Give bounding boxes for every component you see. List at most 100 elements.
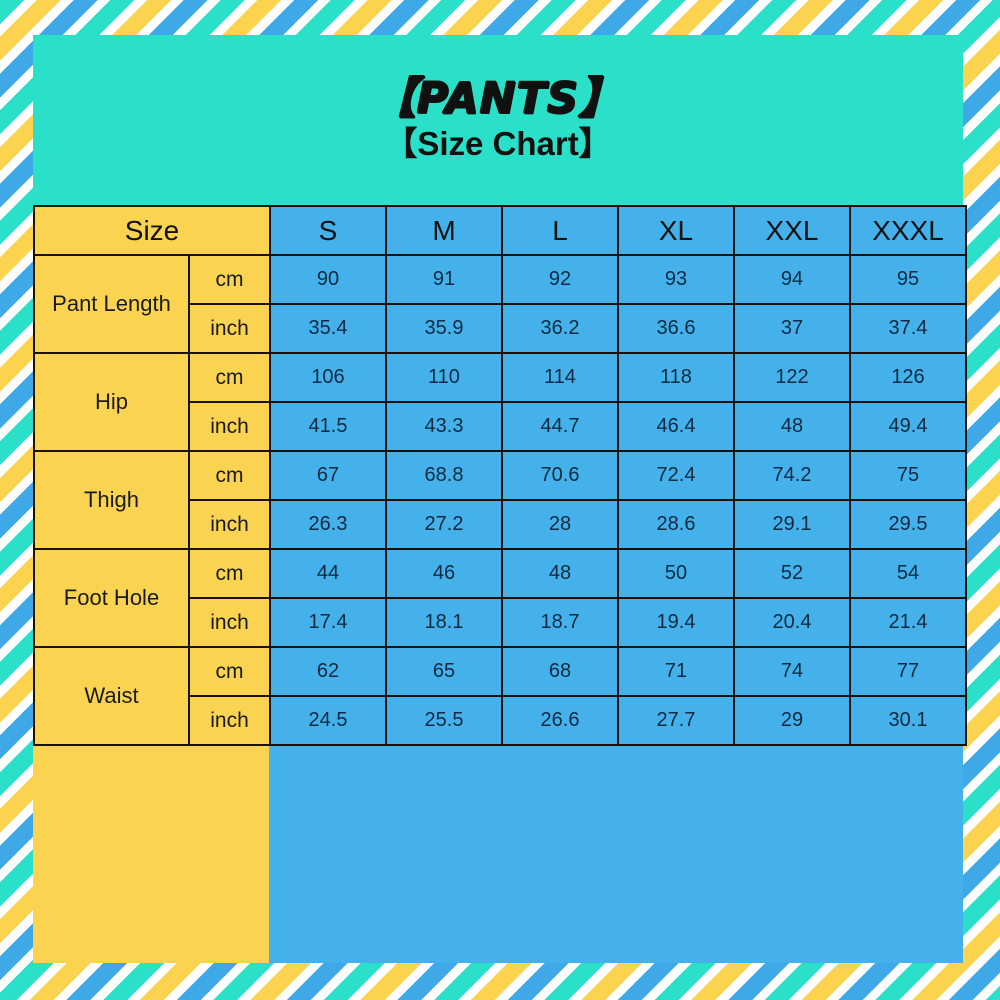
column-header-size: Size — [33, 205, 271, 256]
row-label-waist: Waist — [33, 646, 190, 746]
value-pant-length-inch-xxl: 37 — [733, 303, 851, 354]
footer-block-yellow — [33, 722, 269, 963]
unit-cell-hip-cm: cm — [188, 352, 271, 403]
poster-content: 【PANTS】 【Size Chart】 Size S M L XL XXL XXXL Pan… — [33, 35, 967, 963]
unit-cell-pant-length-cm: cm — [188, 254, 271, 305]
value-pant-length-inch-xl: 36.6 — [617, 303, 735, 354]
unit-cell-thigh-inch: inch — [188, 499, 271, 550]
value-pant-length-cm-l: 92 — [501, 254, 619, 305]
value-hip-cm-l: 114 — [501, 352, 619, 403]
row-label-pant-length: Pant Length — [33, 254, 190, 354]
row-label-foot-hole: Foot Hole — [33, 548, 190, 648]
value-waist-cm-xl: 71 — [617, 646, 735, 697]
value-foot-hole-inch-xl: 19.4 — [617, 597, 735, 648]
value-foot-hole-cm-xxxl: 54 — [849, 548, 967, 599]
unit-cell-foot-hole-cm: cm — [188, 548, 271, 599]
size-chart-body: Size S M L XL XXL XXXL Pant Length cm 90 91 92 93 94 9… — [33, 205, 967, 746]
size-chart-table: Size S M L XL XXL XXXL Pant Length cm 90 91 92 93 94 9… — [33, 205, 967, 746]
column-header-xl: XL — [617, 205, 735, 256]
column-header-xxl: XXL — [733, 205, 851, 256]
page-subtitle: 【Size Chart】 — [384, 124, 612, 162]
table-row: inch 26.3 27.2 28 28.6 29.1 29.5 — [34, 499, 967, 550]
table-row: Foot Hole cm 44 46 48 50 52 54 — [33, 548, 967, 648]
value-pant-length-inch-xxxl: 37.4 — [849, 303, 967, 354]
value-foot-hole-cm-xl: 50 — [617, 548, 735, 599]
value-thigh-inch-l: 28 — [501, 499, 619, 550]
value-pant-length-cm-s: 90 — [269, 254, 387, 305]
value-waist-cm-l: 68 — [501, 646, 619, 697]
table-row: inch 35.4 35.9 36.2 36.6 37 37.4 — [34, 303, 967, 354]
value-hip-inch-m: 43.3 — [385, 401, 503, 452]
table-row: inch 24.5 25.5 26.6 27.7 29 30.1 — [34, 695, 967, 746]
value-hip-inch-xl: 46.4 — [617, 401, 735, 452]
unit-cell-waist-inch: inch — [188, 695, 271, 746]
value-hip-inch-s: 41.5 — [269, 401, 387, 452]
value-hip-inch-xxxl: 49.4 — [849, 401, 967, 452]
value-hip-cm-xxl: 122 — [733, 352, 851, 403]
value-hip-cm-xxxl: 126 — [849, 352, 967, 403]
unit-cell-waist-cm: cm — [188, 646, 271, 697]
value-thigh-inch-s: 26.3 — [269, 499, 387, 550]
value-pant-length-inch-m: 35.9 — [385, 303, 503, 354]
value-pant-length-cm-m: 91 — [385, 254, 503, 305]
value-foot-hole-cm-s: 44 — [269, 548, 387, 599]
value-waist-cm-xxxl: 77 — [849, 646, 967, 697]
unit-cell-hip-inch: inch — [188, 401, 271, 452]
value-waist-cm-xxl: 74 — [733, 646, 851, 697]
value-waist-inch-xl: 27.7 — [617, 695, 735, 746]
value-waist-inch-xxl: 29 — [733, 695, 851, 746]
value-foot-hole-inch-xxxl: 21.4 — [849, 597, 967, 648]
footer-block-blue — [269, 722, 963, 963]
value-thigh-inch-xl: 28.6 — [617, 499, 735, 550]
value-waist-cm-m: 65 — [385, 646, 503, 697]
value-waist-inch-m: 25.5 — [385, 695, 503, 746]
value-thigh-cm-xl: 72.4 — [617, 450, 735, 501]
table-row: Thigh cm 67 68.8 70.6 72.4 74.2 75 — [33, 450, 967, 550]
value-foot-hole-inch-m: 18.1 — [385, 597, 503, 648]
value-hip-inch-xxl: 48 — [733, 401, 851, 452]
table-row: Pant Length cm 90 91 92 93 94 95 — [33, 254, 967, 354]
value-hip-cm-xl: 118 — [617, 352, 735, 403]
column-header-l: L — [501, 205, 619, 256]
value-thigh-cm-m: 68.8 — [385, 450, 503, 501]
unit-cell-thigh-cm: cm — [188, 450, 271, 501]
column-header-xxxl: XXXL — [849, 205, 967, 256]
row-label-thigh: Thigh — [33, 450, 190, 550]
table-row: inch 41.5 43.3 44.7 46.4 48 49.4 — [34, 401, 967, 452]
value-foot-hole-inch-l: 18.7 — [501, 597, 619, 648]
value-pant-length-inch-s: 35.4 — [269, 303, 387, 354]
column-header-m: M — [385, 205, 503, 256]
value-hip-cm-m: 110 — [385, 352, 503, 403]
value-waist-inch-xxxl: 30.1 — [849, 695, 967, 746]
value-foot-hole-inch-s: 17.4 — [269, 597, 387, 648]
value-pant-length-cm-xxxl: 95 — [849, 254, 967, 305]
value-thigh-cm-l: 70.6 — [501, 450, 619, 501]
value-waist-inch-s: 24.5 — [269, 695, 387, 746]
column-header-s: S — [269, 205, 387, 256]
value-thigh-inch-m: 27.2 — [385, 499, 503, 550]
value-thigh-cm-xxxl: 75 — [849, 450, 967, 501]
value-waist-inch-l: 26.6 — [501, 695, 619, 746]
value-foot-hole-cm-xxl: 52 — [733, 548, 851, 599]
value-pant-length-cm-xl: 93 — [617, 254, 735, 305]
table-header-row: Size S M L XL XXL XXXL — [33, 205, 967, 256]
row-label-hip: Hip — [33, 352, 190, 452]
value-hip-cm-s: 106 — [269, 352, 387, 403]
value-thigh-inch-xxxl: 29.5 — [849, 499, 967, 550]
value-foot-hole-inch-xxl: 20.4 — [733, 597, 851, 648]
unit-cell-foot-hole-inch: inch — [188, 597, 271, 648]
value-pant-length-inch-l: 36.2 — [501, 303, 619, 354]
value-thigh-inch-xxl: 29.1 — [733, 499, 851, 550]
value-foot-hole-cm-m: 46 — [385, 548, 503, 599]
page-title: 【PANTS】 — [372, 74, 624, 125]
table-row: Hip cm 106 110 114 118 122 126 — [33, 352, 967, 452]
title-banner: 【PANTS】 【Size Chart】 — [33, 35, 963, 205]
value-foot-hole-cm-l: 48 — [501, 548, 619, 599]
value-thigh-cm-s: 67 — [269, 450, 387, 501]
table-row: Waist cm 62 65 68 71 74 77 — [33, 646, 967, 746]
value-waist-cm-s: 62 — [269, 646, 387, 697]
value-hip-inch-l: 44.7 — [501, 401, 619, 452]
table-row: inch 17.4 18.1 18.7 19.4 20.4 21.4 — [34, 597, 967, 648]
value-thigh-cm-xxl: 74.2 — [733, 450, 851, 501]
